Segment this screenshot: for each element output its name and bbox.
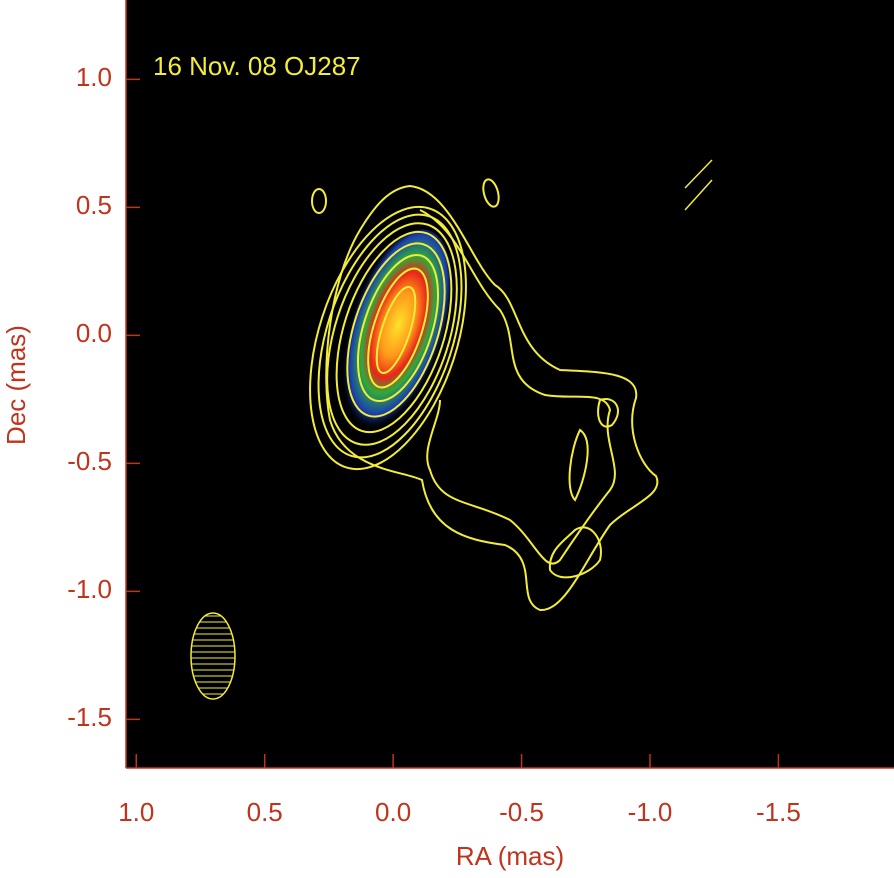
y-tick-label: -0.5 bbox=[67, 446, 112, 476]
x-tick-label: 1.0 bbox=[118, 797, 154, 827]
y-tick-label: -1.0 bbox=[67, 574, 112, 604]
y-tick-label: 0.5 bbox=[76, 190, 112, 220]
contour-map bbox=[190, 159, 713, 700]
y-tick-label: 1.0 bbox=[76, 62, 112, 92]
x-tick-label: -1.0 bbox=[628, 797, 673, 827]
x-axis-label: RA (mas) bbox=[456, 841, 564, 871]
y-tick-label: 0.0 bbox=[76, 318, 112, 348]
y-tick-label: -1.5 bbox=[67, 702, 112, 732]
x-tick-label: -0.5 bbox=[499, 797, 544, 827]
x-tick-label: 0.0 bbox=[375, 797, 411, 827]
x-tick-label: -1.5 bbox=[756, 797, 801, 827]
annotation: 16 Nov. 08 OJ287 bbox=[153, 51, 361, 81]
plot-area bbox=[126, 0, 894, 768]
x-tick-label: 0.5 bbox=[247, 797, 283, 827]
y-axis-label: Dec (mas) bbox=[1, 325, 31, 445]
